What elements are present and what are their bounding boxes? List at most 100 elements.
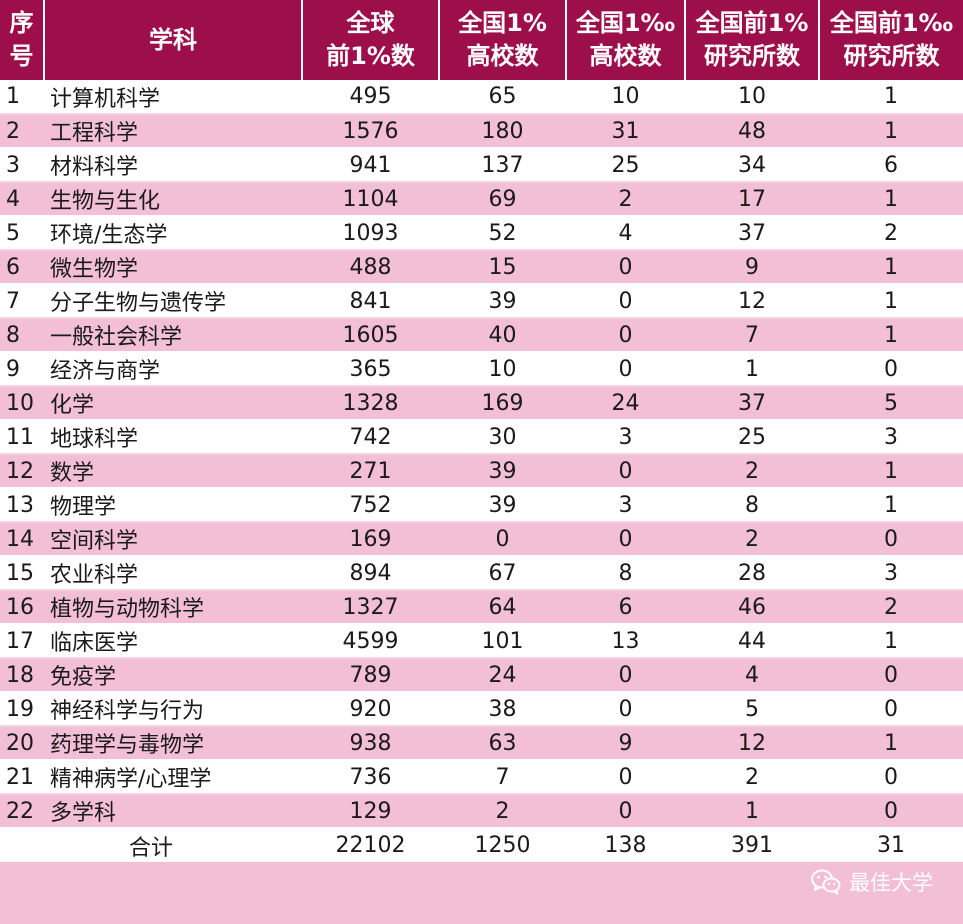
row-univ-1pct: 169: [439, 386, 566, 421]
row-inst-1pct: 48: [685, 114, 819, 149]
table-row: 12 数学 271 39 0 2 1: [0, 454, 963, 489]
row-index: 12: [0, 454, 44, 489]
row-global: 1104: [302, 182, 439, 217]
row-global: 271: [302, 454, 439, 489]
row-univ-1pct: 39: [439, 454, 566, 489]
row-global: 4599: [302, 624, 439, 659]
row-inst-1pct: 17: [685, 182, 819, 217]
table-header: 序 号 学科 全球 前1%数 全国1% 高校数 全国1‰ 高校数: [0, 0, 963, 80]
header-cn-inst-1permille: 全国前1‰ 研究所数: [819, 0, 963, 80]
row-univ-1pct: 101: [439, 624, 566, 659]
table-body: 1 计算机科学 495 65 10 10 1 2 工程科学 1576 180 31 48 1 3 材料科学 94…: [0, 80, 963, 862]
row-subject: 免疫学: [44, 658, 302, 693]
row-index: 6: [0, 250, 44, 285]
row-inst-1pct: 5: [685, 692, 819, 727]
row-inst-1permille: 1: [819, 726, 963, 761]
row-univ-1permille: 8: [566, 556, 685, 591]
row-subject: 计算机科学: [44, 80, 302, 115]
row-univ-1permille: 3: [566, 420, 685, 455]
row-univ-1permille: 3: [566, 488, 685, 523]
row-global: 1328: [302, 386, 439, 421]
header-subject: 学科: [44, 0, 303, 80]
row-global: 1605: [302, 318, 439, 353]
row-global: 365: [302, 352, 439, 387]
header-cn-inst-1pct: 全国前1% 研究所数: [685, 0, 820, 80]
row-inst-1pct: 25: [685, 420, 819, 455]
row-subject: 分子生物与遗传学: [44, 284, 302, 319]
row-index: 18: [0, 658, 44, 693]
row-inst-1permille: 1: [819, 318, 963, 353]
row-subject: 化学: [44, 386, 302, 421]
table-row: 21 精神病学/心理学 736 7 0 2 0: [0, 760, 963, 795]
row-inst-1permille: 0: [819, 794, 963, 829]
row-index: 14: [0, 522, 44, 557]
row-inst-1pct: 46: [685, 590, 819, 625]
row-subject: 物理学: [44, 488, 302, 523]
row-index: 13: [0, 488, 44, 523]
table-row: 10 化学 1328 169 24 37 5: [0, 386, 963, 421]
row-univ-1permille: 31: [566, 114, 685, 149]
row-inst-1pct: 37: [685, 216, 819, 251]
row-inst-1permille: 1: [819, 488, 963, 523]
row-univ-1pct: 39: [439, 488, 566, 523]
row-univ-1pct: 63: [439, 726, 566, 761]
row-univ-1pct: 15: [439, 250, 566, 285]
total-univ-1permille: 138: [604, 833, 647, 858]
row-subject: 药理学与毒物学: [44, 726, 302, 761]
row-inst-1permille: 0: [819, 760, 963, 795]
row-global: 1576: [302, 114, 439, 149]
row-subject: 空间科学: [44, 522, 302, 557]
row-inst-1permille: 2: [819, 216, 963, 251]
row-index: 4: [0, 182, 44, 217]
row-global: 488: [302, 250, 439, 285]
table-row: 16 植物与动物科学 1327 64 6 46 2: [0, 590, 963, 625]
row-inst-1pct: 37: [685, 386, 819, 421]
row-univ-1permille: 6: [566, 590, 685, 625]
row-univ-1permille: 0: [566, 692, 685, 727]
total-label: 合计: [128, 835, 173, 861]
row-index: 21: [0, 760, 44, 795]
row-global: 742: [302, 420, 439, 455]
row-univ-1permille: 4: [566, 216, 685, 251]
row-index: 7: [0, 284, 44, 319]
header-cn-univ-1pct: 全国1% 高校数: [439, 0, 567, 80]
row-inst-1permille: 1: [819, 182, 963, 217]
row-subject: 材料科学: [44, 148, 302, 183]
table-row: 14 空间科学 169 0 0 2 0: [0, 522, 963, 557]
row-index: 8: [0, 318, 44, 353]
row-subject: 临床医学: [44, 624, 302, 659]
row-univ-1pct: 30: [439, 420, 566, 455]
row-global: 1327: [302, 590, 439, 625]
header-global: 全球 前1%数: [302, 0, 440, 80]
row-inst-1pct: 12: [685, 284, 819, 319]
watermark-text: 最佳大学: [849, 871, 933, 895]
row-index: 15: [0, 556, 44, 591]
row-inst-1pct: 10: [685, 80, 819, 115]
row-inst-1permille: 3: [819, 420, 963, 455]
row-inst-1pct: 7: [685, 318, 819, 353]
row-inst-1pct: 9: [685, 250, 819, 285]
row-global: 169: [302, 522, 439, 557]
row-global: 938: [302, 726, 439, 761]
row-inst-1permille: 2: [819, 590, 963, 625]
row-univ-1permille: 0: [566, 760, 685, 795]
row-univ-1permille: 0: [566, 658, 685, 693]
row-univ-1permille: 13: [566, 624, 685, 659]
row-univ-1pct: 7: [439, 760, 566, 795]
table-row: 2 工程科学 1576 180 31 48 1: [0, 114, 963, 149]
row-univ-1pct: 40: [439, 318, 566, 353]
row-univ-1pct: 64: [439, 590, 566, 625]
row-global: 941: [302, 148, 439, 183]
row-subject: 数学: [44, 454, 302, 489]
row-inst-1permille: 0: [819, 352, 963, 387]
row-subject: 农业科学: [44, 556, 302, 591]
row-univ-1permille: 10: [566, 80, 685, 115]
row-index: 17: [0, 624, 44, 659]
row-global: 1093: [302, 216, 439, 251]
row-univ-1pct: 67: [439, 556, 566, 591]
row-global: 894: [302, 556, 439, 591]
watermark: 最佳大学: [811, 867, 933, 897]
row-univ-1pct: 180: [439, 114, 566, 149]
total-global: 22102: [335, 833, 406, 858]
